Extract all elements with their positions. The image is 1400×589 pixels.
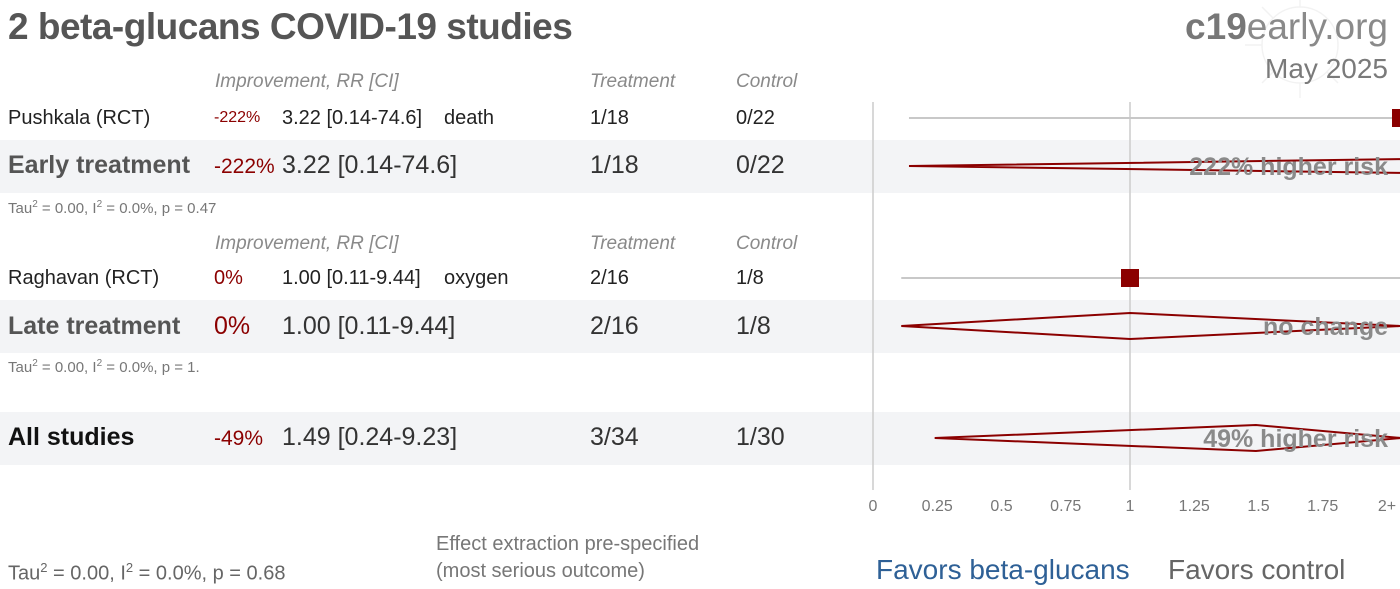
publication-date: May 2025 — [1265, 53, 1388, 84]
group-treatment: 2/16 — [590, 312, 639, 340]
virus-watermark-icon — [1245, 0, 1339, 98]
study-effect-marker — [1392, 109, 1400, 127]
group-rr: 3.22 [0.14-74.6] — [282, 151, 458, 179]
page-title: 2 beta-glucans COVID-19 studies — [8, 6, 573, 47]
effect-summary-label: no change — [1263, 313, 1388, 341]
favors-control-label: Favors control — [1168, 554, 1346, 585]
group-improvement: -222% — [214, 155, 275, 178]
group-stats: Tau2 = 0.00, I2 = 0.0%, p = 1. — [8, 358, 200, 376]
study-control: 0/22 — [736, 107, 775, 129]
study-improvement: -222% — [214, 109, 261, 126]
study-rr: 3.22 [0.14-74.6] — [282, 107, 423, 129]
group-name: Early treatment — [8, 151, 191, 179]
extraction-note: Effect extraction pre-specified (most ser… — [436, 533, 700, 582]
group-stats: Tau2 = 0.00, I2 = 0.0%, p = 0.47 — [8, 199, 217, 217]
x-tick-label: 0.25 — [922, 498, 953, 515]
effect-summary-label: 49% higher risk — [1203, 425, 1388, 453]
favors-treatment-label: Favors beta-glucans — [876, 554, 1130, 585]
overall-rr: 1.49 [0.24-9.23] — [282, 423, 458, 451]
x-tick-label: 0.75 — [1050, 498, 1081, 515]
overall-stats: Tau2 = 0.00, I2 = 0.0%, p = 0.68 — [8, 560, 286, 585]
study-effect-marker — [1121, 269, 1139, 287]
overall-name: All studies — [8, 423, 135, 451]
x-tick-label: 0.5 — [990, 498, 1012, 515]
col-header-treatment: Treatment — [590, 71, 676, 92]
brand-logo[interactable]: c19early.org — [1185, 6, 1388, 48]
col-header-control: Control — [736, 233, 798, 254]
early-summary-band — [0, 140, 1400, 193]
group-control: 0/22 — [736, 151, 785, 179]
group-name: Late treatment — [8, 312, 181, 340]
summary-diamond — [934, 423, 1400, 453]
group-improvement: 0% — [214, 312, 251, 340]
study-outcome: oxygen — [444, 267, 509, 289]
study-treatment: 2/16 — [590, 267, 629, 289]
overall-control: 1/30 — [736, 423, 785, 451]
col-header-control: Control — [736, 71, 798, 92]
group-rr: 1.00 [0.11-9.44] — [282, 312, 456, 340]
study-treatment: 1/18 — [590, 107, 629, 129]
overall-improvement: -49% — [214, 427, 264, 450]
summary-diamond — [908, 158, 1400, 174]
overall-treatment: 3/34 — [590, 423, 639, 451]
study-rr: 1.00 [0.11-9.44] — [282, 267, 421, 289]
col-header-treatment: Treatment — [590, 233, 676, 254]
summary-diamond — [901, 311, 1400, 341]
group-control: 1/8 — [736, 312, 771, 340]
x-tick-label: 1.75 — [1307, 498, 1338, 515]
col-header-improvement: Improvement, RR [CI] — [215, 233, 399, 254]
x-tick-label: 1.5 — [1247, 498, 1269, 515]
x-tick-label: 1 — [1126, 498, 1135, 515]
group-treatment: 1/18 — [590, 151, 639, 179]
brand-rest: early.org — [1246, 6, 1388, 47]
study-name[interactable]: Raghavan (RCT) — [8, 267, 160, 289]
effect-summary-label: 222% higher risk — [1189, 153, 1388, 181]
all-studies-band — [0, 412, 1400, 465]
study-control: 1/8 — [736, 267, 764, 289]
x-tick-label: 2+ — [1378, 498, 1396, 515]
late-summary-band — [0, 300, 1400, 353]
study-improvement: 0% — [214, 267, 243, 289]
x-tick-label: 1.25 — [1179, 498, 1210, 515]
brand-bold: c19 — [1185, 6, 1247, 47]
x-tick-label: 0 — [869, 498, 878, 515]
study-name[interactable]: Pushkala (RCT) — [8, 107, 151, 129]
study-outcome: death — [444, 107, 495, 129]
col-header-improvement: Improvement, RR [CI] — [215, 71, 399, 92]
